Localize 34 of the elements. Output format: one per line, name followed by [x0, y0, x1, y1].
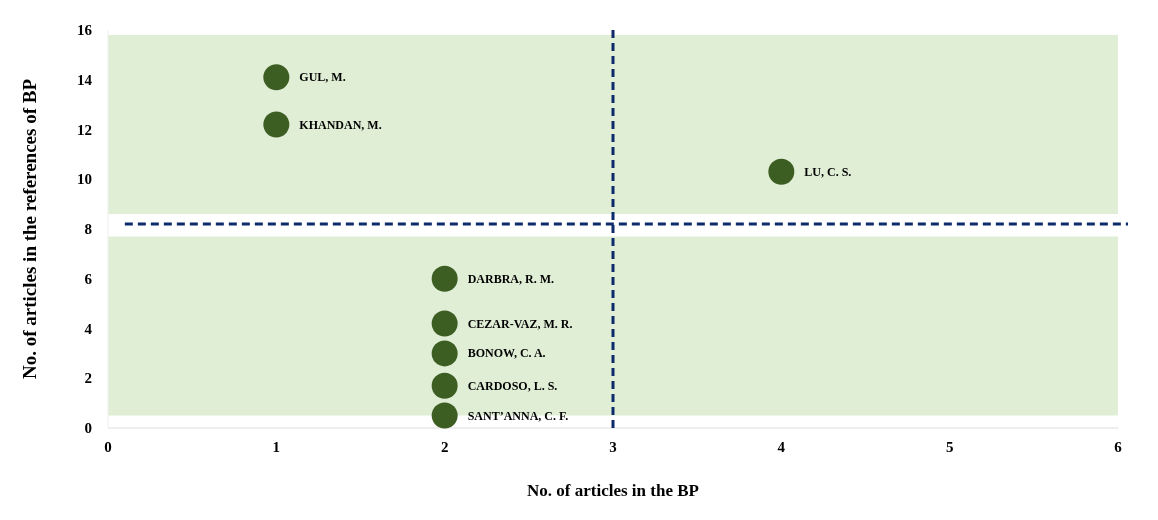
x-tick-label: 3 [609, 439, 617, 455]
annotation: DARBRA, R. M. [467, 271, 554, 286]
point [431, 372, 458, 399]
y-tick-label: 10 [77, 171, 92, 188]
annotation: KHANDAN, M. [299, 117, 382, 132]
point [263, 111, 290, 138]
y-tick-label: 2 [84, 370, 92, 387]
y-tick-label: 12 [77, 121, 92, 138]
annotation: GUL, M. [299, 70, 346, 85]
y-tick-label: 16 [77, 22, 93, 38]
y-tick-label: 14 [77, 71, 93, 88]
y-tick-label: 8 [84, 221, 92, 237]
x-tick-label: 5 [945, 439, 954, 455]
annotation: CEZAR-VAZ, M. R. [467, 316, 573, 331]
point [431, 310, 458, 337]
x-axis-title: No. of articles in the BP [527, 481, 699, 500]
point [768, 158, 795, 185]
point [431, 340, 458, 367]
x-tick-label: 6 [1114, 439, 1123, 455]
annotation: CARDOSO, L. S. [467, 378, 558, 393]
annotation: LU, C. S. [804, 164, 852, 179]
y-tick-label: 0 [84, 420, 92, 436]
annotation: BONOW, C. A. [467, 346, 546, 361]
x-tick-label: 1 [272, 439, 281, 455]
x-tick-label: 2 [440, 439, 449, 455]
x-tick-label: 4 [777, 439, 786, 455]
y-axis-title: No. of articles in the references of BP [19, 78, 40, 380]
y-tick-label: 6 [84, 270, 93, 287]
x-tick-label: 0 [104, 439, 112, 455]
point [431, 402, 458, 429]
point [263, 64, 290, 91]
y-tick-label: 4 [84, 320, 93, 337]
annotation: SANT’ANNA, C. F. [467, 408, 569, 423]
point [431, 265, 458, 292]
